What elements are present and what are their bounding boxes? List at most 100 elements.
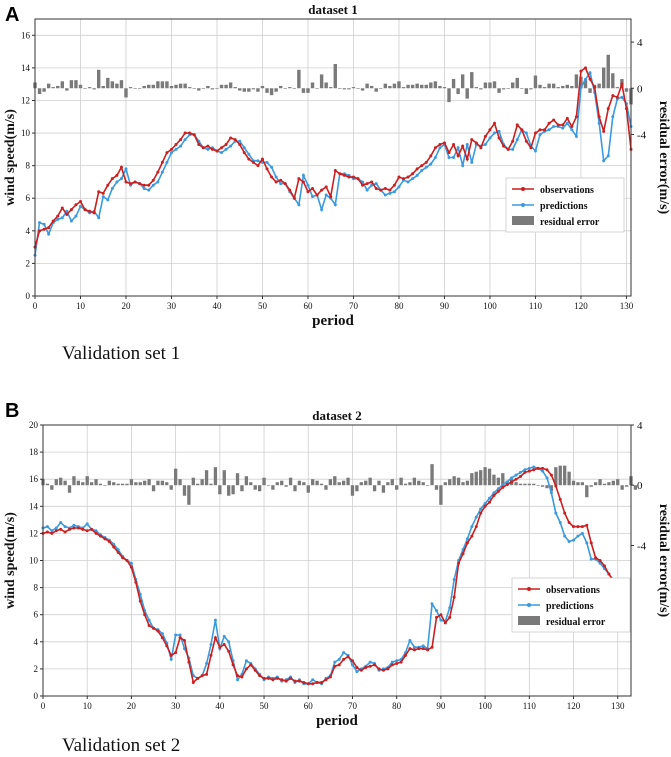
- residual-bar: [280, 480, 284, 486]
- residual-bar: [247, 88, 251, 92]
- plot-frame: [34, 18, 632, 297]
- data-point-predictions: [420, 169, 424, 173]
- data-point-predictions: [392, 190, 396, 194]
- data-point-observations: [119, 165, 123, 169]
- data-point-observations: [260, 157, 264, 161]
- data-point-observations: [54, 529, 58, 533]
- data-point-observations: [165, 644, 169, 648]
- x-tick-label: 20: [121, 301, 131, 311]
- data-point-predictions: [220, 151, 224, 155]
- residual-bar: [506, 88, 510, 89]
- data-point-predictions: [524, 131, 528, 135]
- residual-bar: [538, 84, 542, 89]
- residual-bar: [439, 485, 443, 505]
- residual-bar: [101, 85, 105, 89]
- x-tick-label: 40: [212, 301, 222, 311]
- data-point-observations: [274, 180, 278, 184]
- data-point-predictions: [179, 144, 183, 148]
- data-point-predictions: [45, 525, 49, 529]
- data-point-observations: [518, 474, 522, 478]
- y-tick-label: 2: [26, 258, 31, 268]
- data-point-predictions: [50, 529, 54, 533]
- data-point-observations: [474, 525, 478, 529]
- data-point-predictions: [337, 657, 341, 661]
- residual-bar: [69, 80, 74, 89]
- data-point-predictions: [236, 678, 240, 682]
- residual-bar: [356, 88, 360, 89]
- data-point-predictions: [547, 128, 551, 132]
- residual-bar: [72, 476, 76, 486]
- data-point-observations: [524, 139, 528, 143]
- data-point-observations: [265, 167, 269, 171]
- data-point-predictions: [178, 633, 182, 637]
- data-point-observations: [567, 521, 571, 525]
- data-point-observations: [497, 136, 501, 140]
- y-tick-label: 14: [29, 501, 39, 511]
- residual-bar: [67, 485, 72, 493]
- data-point-observations: [293, 679, 297, 683]
- data-point-observations: [585, 523, 589, 527]
- data-point-observations: [134, 580, 138, 584]
- data-point-observations: [107, 540, 111, 544]
- residual-bar: [524, 88, 529, 95]
- data-point-predictions: [433, 156, 437, 159]
- data-point-predictions: [448, 606, 452, 610]
- data-point-predictions: [297, 203, 301, 207]
- data-point-predictions: [492, 491, 496, 495]
- data-point-predictions: [227, 640, 231, 644]
- data-point-observations: [506, 147, 510, 151]
- residual-bar: [551, 83, 556, 89]
- data-point-observations: [244, 667, 248, 671]
- data-point-predictions: [94, 529, 98, 533]
- residual-bar: [620, 485, 624, 490]
- data-point-observations: [541, 466, 545, 470]
- residual-bar: [442, 87, 447, 89]
- data-point-predictions: [78, 204, 82, 208]
- x-tick-label: 50: [258, 301, 268, 311]
- data-point-observations: [256, 164, 260, 168]
- data-point-predictions: [570, 128, 574, 132]
- panel-letter-b: B: [5, 400, 20, 422]
- x-tick-label: 110: [523, 701, 537, 711]
- residual-bar: [461, 482, 465, 486]
- data-point-predictions: [333, 203, 337, 207]
- residual-bar: [570, 85, 574, 89]
- data-point-predictions: [247, 152, 251, 156]
- residual-bar: [474, 471, 478, 486]
- data-point-observations: [165, 151, 169, 155]
- residual-bar: [56, 85, 60, 89]
- data-point-observations: [515, 123, 519, 127]
- data-point-observations: [220, 146, 224, 150]
- data-point-observations: [390, 663, 394, 667]
- legend-label-predictions: predictions: [546, 601, 594, 612]
- data-point-predictions: [383, 193, 387, 197]
- x-tick-label: 100: [478, 701, 492, 711]
- data-point-observations: [538, 128, 542, 132]
- data-point-predictions: [561, 126, 565, 130]
- data-point-predictions: [527, 466, 531, 470]
- data-point-predictions: [438, 146, 442, 150]
- residual-bar: [624, 88, 629, 92]
- data-point-observations: [333, 169, 337, 173]
- data-point-predictions: [106, 198, 110, 202]
- data-point-observations: [283, 182, 287, 186]
- data-point-predictions: [576, 534, 580, 538]
- data-point-predictions: [434, 609, 438, 613]
- residual-bar: [430, 464, 434, 486]
- data-point-predictions: [580, 531, 584, 535]
- residual-bar: [129, 479, 134, 486]
- residual-bar: [602, 483, 607, 486]
- data-point-predictions: [567, 540, 571, 544]
- x-tick-label: 70: [348, 701, 358, 711]
- data-point-observations: [483, 134, 487, 138]
- residual-bar: [319, 483, 324, 486]
- x-tick-label: 80: [392, 701, 402, 711]
- residual-bar: [133, 88, 137, 89]
- data-point-observations: [502, 144, 506, 148]
- data-point-predictions: [439, 618, 443, 622]
- data-point-predictions: [488, 136, 492, 140]
- residual-bar: [597, 83, 601, 89]
- residual-bar: [456, 477, 461, 486]
- residual-bar: [429, 82, 433, 89]
- data-point-predictions: [47, 232, 51, 236]
